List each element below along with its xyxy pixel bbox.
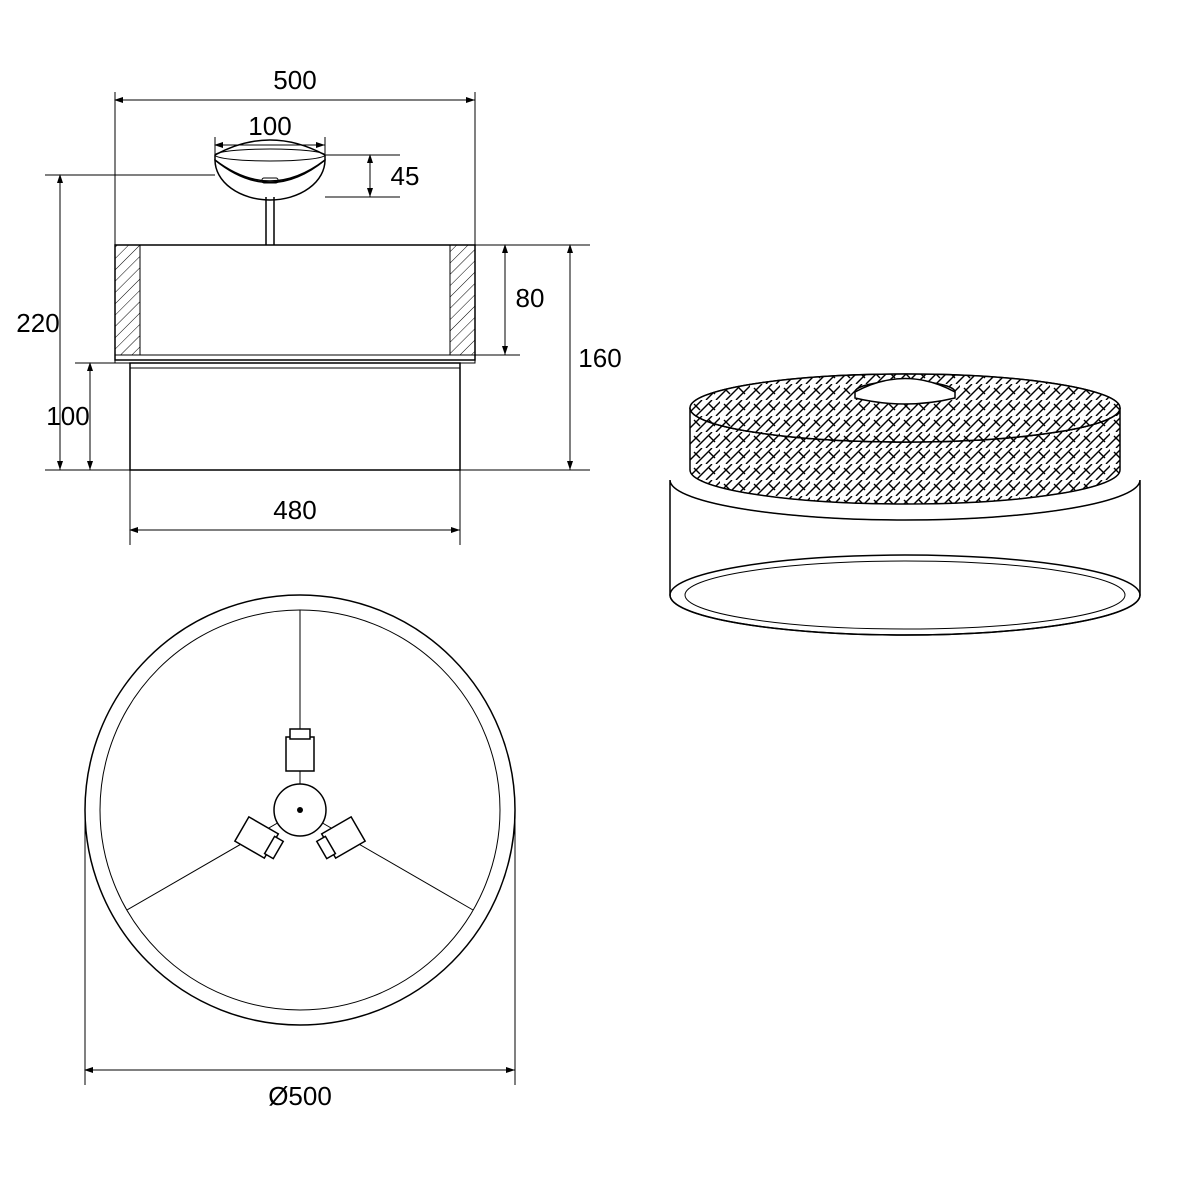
side-elevation-view: 500 100 45 80 160 220 100 480	[16, 65, 621, 545]
isometric-view	[670, 374, 1140, 635]
dim-canopy-100: 100	[248, 111, 291, 141]
technical-drawing: 500 100 45 80 160 220 100 480	[0, 0, 1200, 1200]
dim-45: 45	[391, 161, 420, 191]
dim-220: 220	[16, 308, 59, 338]
dim-diameter-500: Ø500	[268, 1081, 332, 1111]
dim-500: 500	[273, 65, 316, 95]
dim-100-left: 100	[46, 401, 89, 431]
bottom-plan-view: Ø500	[85, 595, 515, 1111]
dim-160: 160	[578, 343, 621, 373]
dim-480: 480	[273, 495, 316, 525]
dim-80: 80	[516, 283, 545, 313]
